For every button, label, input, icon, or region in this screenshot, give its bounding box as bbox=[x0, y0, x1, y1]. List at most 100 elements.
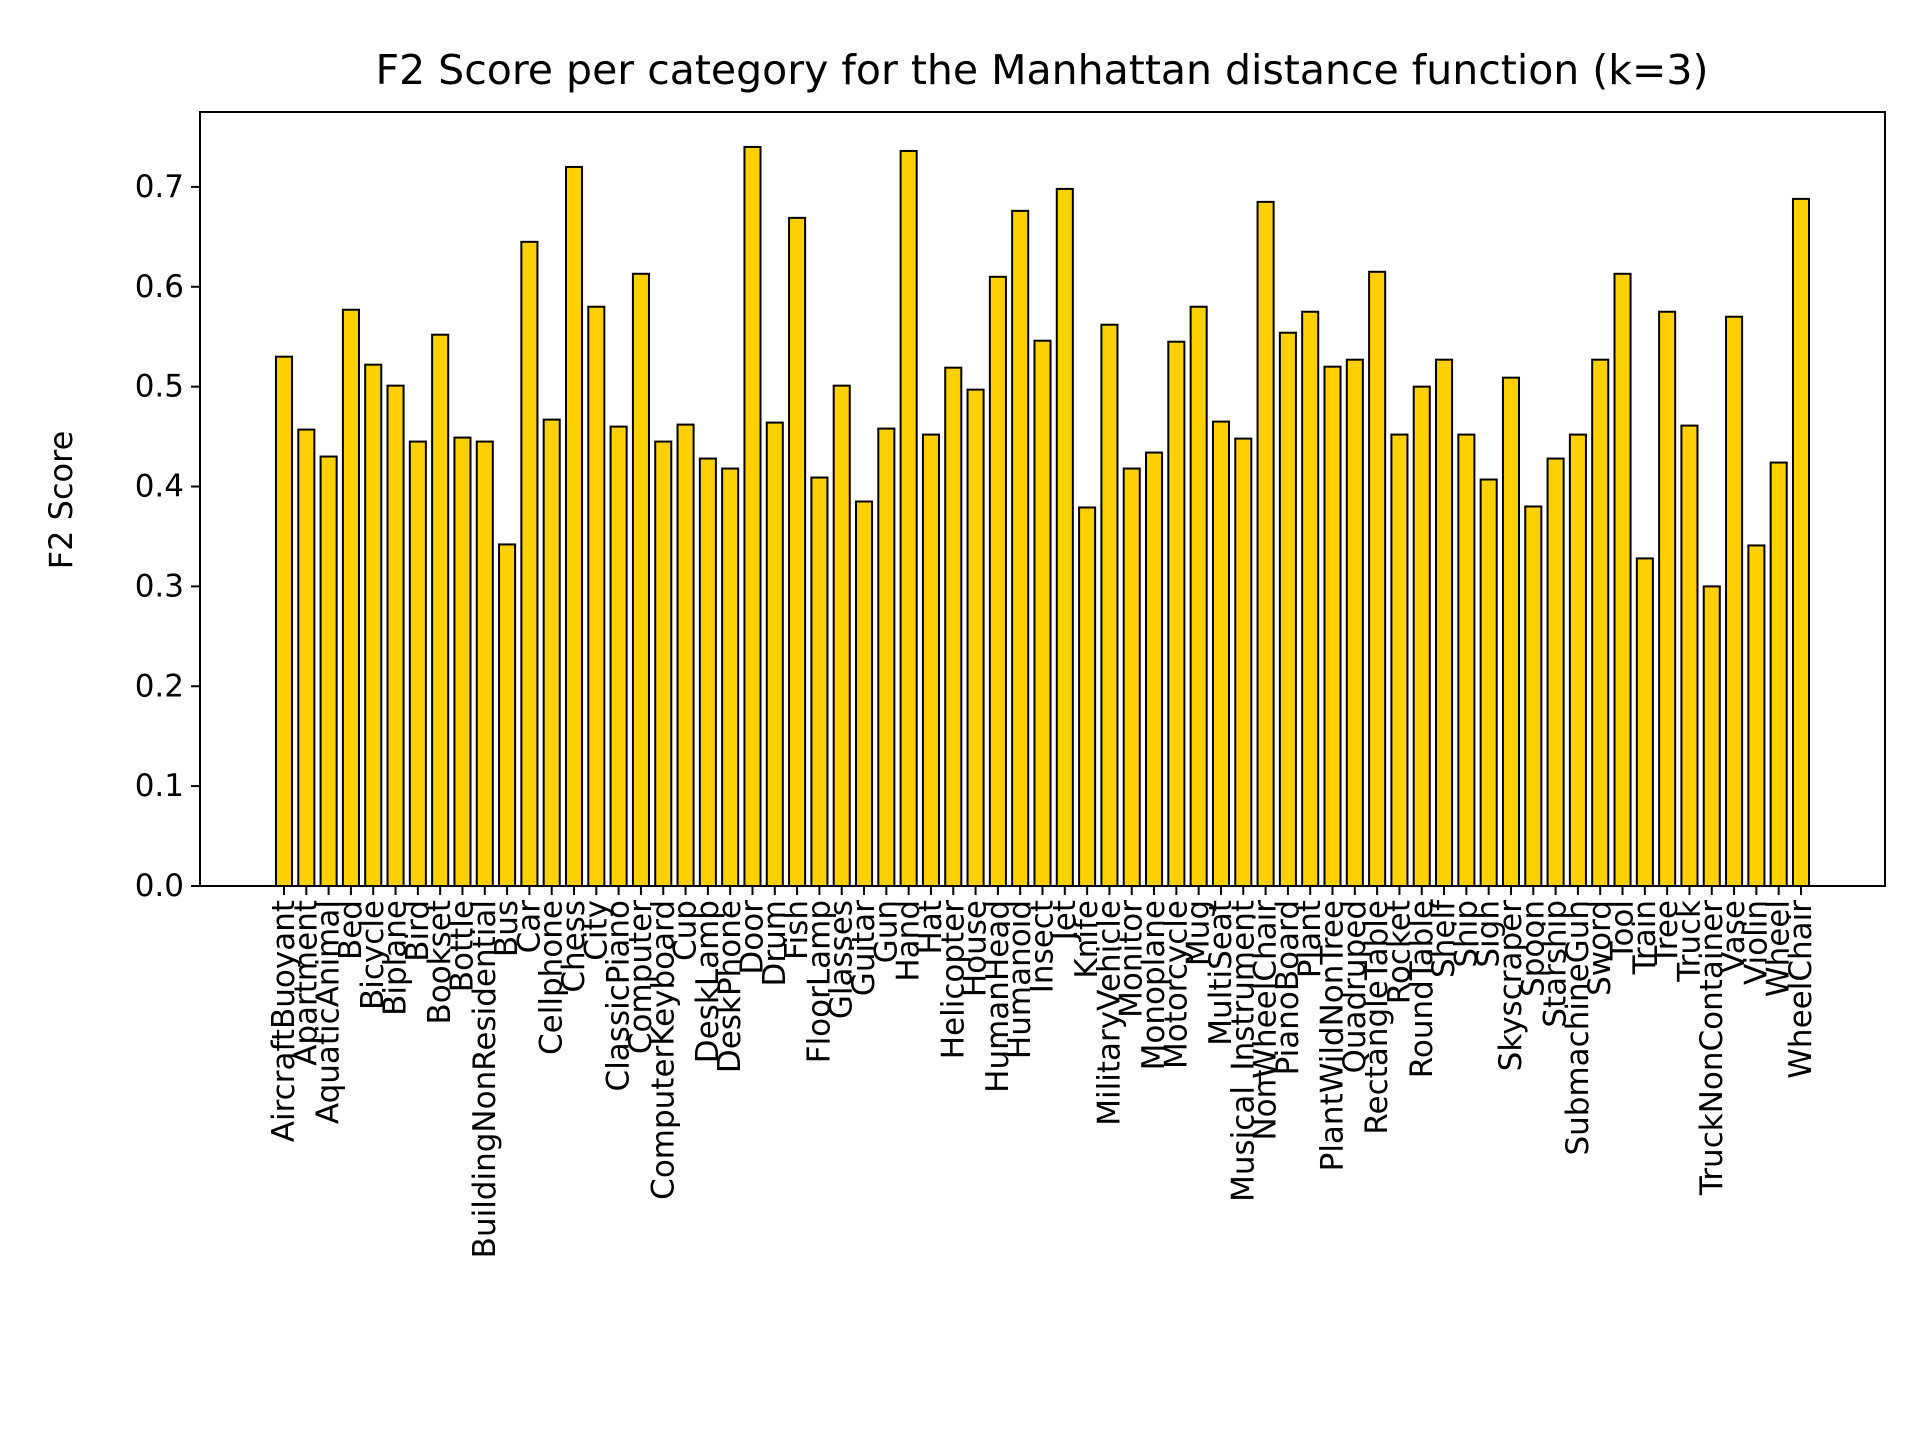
bar-Sign bbox=[1479, 478, 1498, 887]
bar-Bed bbox=[341, 308, 360, 887]
bar-Drum bbox=[765, 421, 784, 887]
bar-Vase bbox=[1725, 315, 1744, 887]
bar-City bbox=[587, 305, 606, 887]
bar-Rocket bbox=[1390, 433, 1409, 887]
x-tick-label: NonWheelChair bbox=[1248, 900, 1284, 1141]
x-tick-label: Computer bbox=[623, 900, 659, 1054]
bar-Motorcycle bbox=[1167, 340, 1186, 887]
y-tick-label: 0.5 bbox=[135, 369, 184, 405]
x-tick-label: Glasses bbox=[824, 900, 860, 1019]
bar-Hat bbox=[921, 433, 940, 887]
x-tick-label: Apartment bbox=[288, 900, 324, 1066]
x-tick-label: BuildingNonResidential bbox=[467, 900, 503, 1258]
x-tick-label: Motorcycle bbox=[1158, 900, 1194, 1069]
bar-Glasses bbox=[832, 384, 851, 887]
y-tick-label: 0.4 bbox=[135, 469, 184, 505]
bar-Insect bbox=[1033, 339, 1052, 887]
bar-DeskPhone bbox=[721, 467, 740, 887]
bar-Bookset bbox=[431, 333, 450, 887]
bar-Cellphone bbox=[542, 418, 561, 887]
x-tick-label: Gun bbox=[868, 900, 904, 963]
bar-Shelf bbox=[1435, 358, 1454, 887]
x-tick-label: Knife bbox=[1069, 900, 1105, 979]
x-tick-label: Truck bbox=[1671, 900, 1707, 983]
x-tick-label: Sign bbox=[1471, 900, 1507, 968]
bar-Jet bbox=[1055, 187, 1074, 887]
x-tick-label: Tool bbox=[1605, 900, 1641, 961]
y-tick-label: 0.1 bbox=[135, 768, 184, 804]
x-tick-label: Hat bbox=[913, 900, 949, 954]
x-tick-label: Train bbox=[1627, 900, 1663, 975]
x-tick-label: Tree bbox=[1649, 900, 1685, 966]
x-tick-label: Humanoid bbox=[1002, 900, 1038, 1059]
x-tick-label: Ship bbox=[1448, 900, 1484, 968]
bar-Apartment bbox=[297, 428, 316, 887]
x-tick-label: Spoon bbox=[1515, 900, 1551, 997]
bar-RoundTable bbox=[1412, 385, 1431, 887]
bar-TruckNonContainer bbox=[1702, 585, 1721, 887]
y-tick-label: 0.2 bbox=[135, 668, 184, 704]
bar-Plant bbox=[1301, 310, 1320, 887]
bar-Starship bbox=[1546, 457, 1565, 887]
x-tick-label: Sword bbox=[1582, 900, 1618, 996]
bar-HumanHead bbox=[988, 275, 1007, 888]
plot-frame bbox=[199, 111, 1886, 887]
x-tick-label: Starship bbox=[1538, 900, 1574, 1028]
x-tick-label: AircraftBuoyant bbox=[266, 900, 302, 1142]
x-tick-label: Shelf bbox=[1426, 899, 1462, 978]
x-tick-label: Bicycle bbox=[355, 900, 391, 1010]
bar-Chess bbox=[564, 165, 584, 887]
bar-Cup bbox=[676, 423, 695, 887]
x-tick-label: MilitaryVehicle bbox=[1091, 900, 1127, 1126]
x-tick-label: Drum bbox=[757, 900, 793, 986]
x-tick-label: Cellphone bbox=[534, 900, 570, 1055]
bar-Bird bbox=[408, 440, 427, 887]
bar-Sword bbox=[1591, 358, 1610, 887]
x-tick-label: Quadruped bbox=[1337, 900, 1373, 1074]
bar-Wheel bbox=[1769, 461, 1788, 887]
bar-Tree bbox=[1658, 310, 1677, 887]
bar-DeskLamp bbox=[698, 457, 717, 887]
bar-Train bbox=[1635, 557, 1654, 887]
bar-Mug bbox=[1189, 305, 1208, 887]
x-tick-label: HumanHead bbox=[980, 900, 1016, 1093]
x-tick-label: Hand bbox=[891, 900, 927, 982]
x-tick-label: Wheel bbox=[1761, 900, 1797, 997]
bar-SubmachineGun bbox=[1568, 433, 1587, 887]
bar-Knife bbox=[1078, 506, 1097, 887]
bar-Car bbox=[520, 240, 539, 887]
x-tick-label: Helicopter bbox=[935, 900, 971, 1060]
bar-Hand bbox=[899, 149, 918, 887]
bar-Tool bbox=[1613, 272, 1632, 888]
bar-MultiSeat bbox=[1211, 420, 1230, 887]
bar-Violin bbox=[1747, 544, 1766, 887]
x-tick-label: DeskPhone bbox=[712, 900, 748, 1073]
x-tick-label: Musical_Instrument bbox=[1225, 900, 1261, 1202]
bar-PianoBoard bbox=[1278, 331, 1297, 887]
x-tick-label: Chess bbox=[556, 900, 592, 993]
bar-Computer bbox=[631, 272, 650, 888]
x-tick-label: Insect bbox=[1025, 900, 1061, 993]
y-tick-label: 0.3 bbox=[135, 568, 184, 604]
bar-AquaticAnimal bbox=[319, 455, 338, 887]
x-tick-label: Vase bbox=[1716, 900, 1752, 973]
x-tick-label: Guitar bbox=[846, 900, 882, 996]
bar-WheelChair bbox=[1791, 197, 1811, 887]
x-tick-label: Rocket bbox=[1381, 900, 1417, 1004]
bar-NonWheelChair bbox=[1256, 200, 1275, 887]
bar-AircraftBuoyant bbox=[274, 355, 294, 887]
y-tick-label: 0.0 bbox=[135, 868, 184, 904]
x-tick-label: Door bbox=[734, 900, 770, 975]
x-tick-label: City bbox=[578, 900, 614, 961]
x-tick-label: Bookset bbox=[422, 900, 458, 1025]
bar-FloorLamp bbox=[810, 476, 829, 887]
x-tick-label: DeskLamp bbox=[690, 900, 726, 1063]
x-tick-label: Skyscraper bbox=[1493, 900, 1529, 1072]
x-tick-label: TruckNonContainer bbox=[1694, 900, 1730, 1196]
chart-title: F2 Score per category for the Manhattan … bbox=[375, 46, 1708, 94]
x-tick-label: FloorLamp bbox=[801, 900, 837, 1063]
bar-Monoplane bbox=[1145, 451, 1164, 887]
bar-Ship bbox=[1457, 433, 1476, 887]
